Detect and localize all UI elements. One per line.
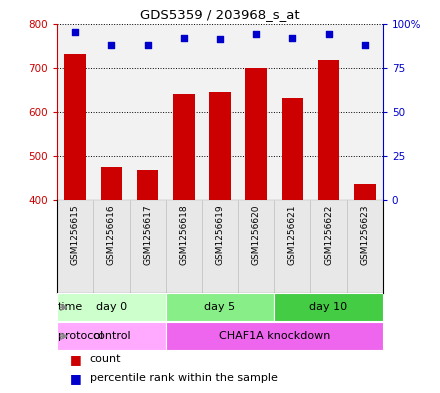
Bar bbox=[274, 293, 383, 321]
Bar bbox=[57, 24, 93, 200]
Bar bbox=[274, 200, 311, 293]
Text: time: time bbox=[58, 302, 83, 312]
Bar bbox=[101, 167, 122, 200]
Bar bbox=[318, 60, 339, 200]
Bar bbox=[209, 92, 231, 200]
Point bbox=[253, 31, 260, 37]
Bar bbox=[57, 322, 166, 350]
Bar bbox=[202, 200, 238, 293]
Bar bbox=[238, 24, 274, 200]
Text: day 5: day 5 bbox=[205, 302, 235, 312]
Bar bbox=[311, 24, 347, 200]
Text: GSM1256623: GSM1256623 bbox=[360, 204, 369, 265]
Bar bbox=[246, 68, 267, 200]
Text: control: control bbox=[92, 331, 131, 341]
Bar bbox=[354, 184, 376, 200]
Bar bbox=[57, 293, 166, 321]
Text: CHAF1A knockdown: CHAF1A knockdown bbox=[219, 331, 330, 341]
Bar bbox=[274, 24, 311, 200]
Point bbox=[325, 31, 332, 37]
Text: ■: ■ bbox=[70, 353, 82, 366]
Text: GSM1256617: GSM1256617 bbox=[143, 204, 152, 265]
Bar bbox=[129, 24, 166, 200]
Bar bbox=[202, 24, 238, 200]
Bar bbox=[166, 200, 202, 293]
Title: GDS5359 / 203968_s_at: GDS5359 / 203968_s_at bbox=[140, 8, 300, 21]
Bar bbox=[166, 293, 274, 321]
Text: GSM1256618: GSM1256618 bbox=[180, 204, 188, 265]
Point bbox=[144, 42, 151, 48]
Point bbox=[108, 42, 115, 48]
Bar bbox=[347, 200, 383, 293]
Text: GSM1256621: GSM1256621 bbox=[288, 204, 297, 265]
Bar bbox=[238, 200, 274, 293]
Point bbox=[289, 35, 296, 41]
Bar bbox=[64, 54, 86, 200]
Text: day 10: day 10 bbox=[309, 302, 348, 312]
Text: count: count bbox=[90, 354, 121, 364]
Point bbox=[72, 29, 79, 35]
Text: GSM1256615: GSM1256615 bbox=[71, 204, 80, 265]
Text: day 0: day 0 bbox=[96, 302, 127, 312]
Text: GSM1256616: GSM1256616 bbox=[107, 204, 116, 265]
Point bbox=[216, 36, 224, 42]
Bar bbox=[129, 200, 166, 293]
Bar bbox=[57, 200, 93, 293]
Bar bbox=[137, 170, 158, 200]
Text: GSM1256620: GSM1256620 bbox=[252, 204, 260, 265]
Bar bbox=[166, 322, 383, 350]
Bar bbox=[347, 24, 383, 200]
Text: ■: ■ bbox=[70, 372, 82, 385]
Text: percentile rank within the sample: percentile rank within the sample bbox=[90, 373, 278, 383]
Text: protocol: protocol bbox=[58, 331, 103, 341]
Point bbox=[361, 42, 368, 48]
Point bbox=[180, 35, 187, 41]
Bar bbox=[166, 24, 202, 200]
Bar bbox=[93, 24, 129, 200]
Text: GSM1256622: GSM1256622 bbox=[324, 204, 333, 264]
Bar bbox=[282, 98, 303, 200]
Bar bbox=[311, 200, 347, 293]
Text: GSM1256619: GSM1256619 bbox=[216, 204, 224, 265]
Bar bbox=[93, 200, 129, 293]
Bar bbox=[173, 94, 194, 200]
